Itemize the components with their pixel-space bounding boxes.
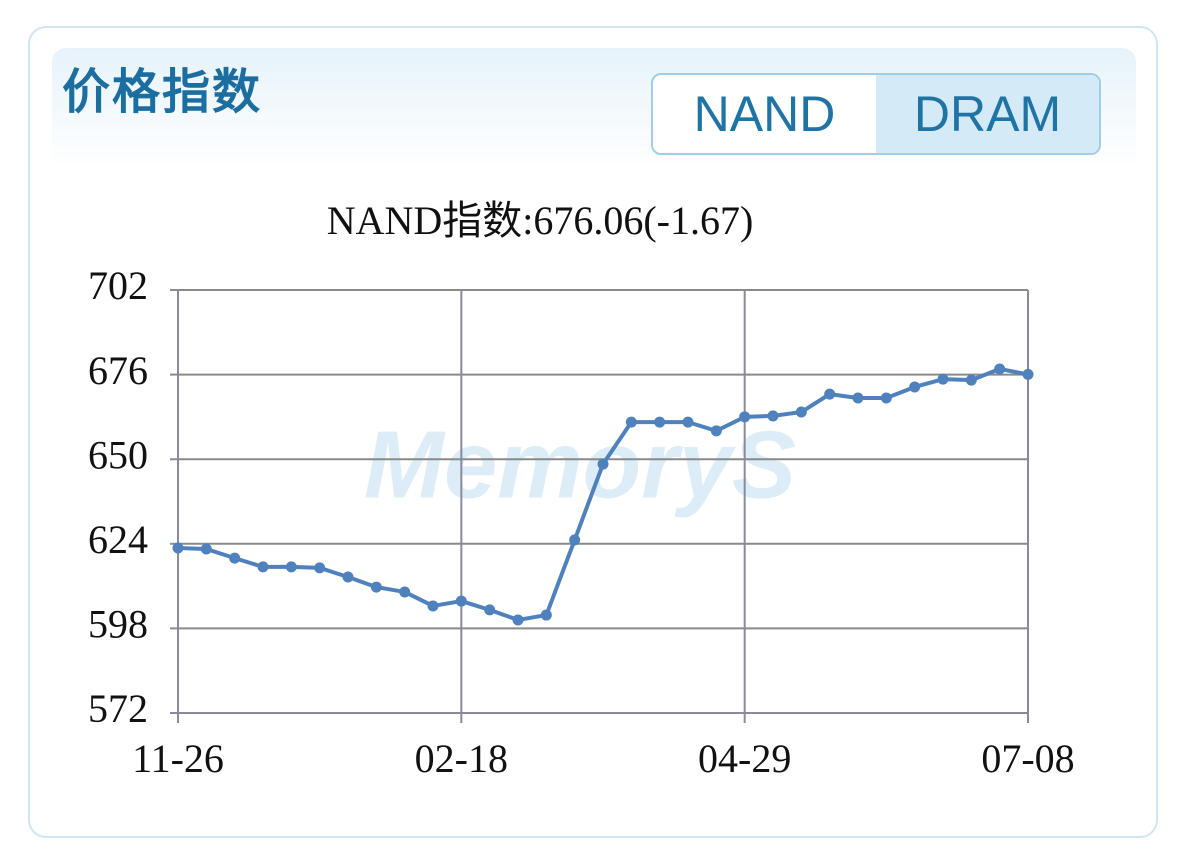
data-point <box>739 411 751 423</box>
data-point <box>625 416 637 428</box>
data-point <box>342 571 354 583</box>
panel <box>52 48 1136 818</box>
data-point <box>710 425 722 437</box>
data-point <box>455 595 467 607</box>
data-point <box>682 416 694 428</box>
data-point <box>484 604 496 616</box>
data-point <box>512 614 524 626</box>
tab[interactable]: NAND <box>693 86 836 142</box>
data-point <box>937 373 949 385</box>
header-title: 价格指数 <box>62 66 263 119</box>
x-tick-label: 02-18 <box>415 736 508 781</box>
data-point <box>767 410 779 422</box>
data-point <box>824 388 836 400</box>
tab-bar: NAND DRAM <box>651 73 1101 155</box>
data-point <box>399 586 411 598</box>
data-point <box>285 561 297 573</box>
chart-title: NAND指数:676.06(-1.67) <box>327 198 754 243</box>
data-point <box>597 458 609 470</box>
data-point <box>654 416 666 428</box>
y-tick-label: 572 <box>88 686 148 731</box>
data-point <box>852 392 864 404</box>
data-point <box>229 552 241 564</box>
y-tick-label: 676 <box>88 348 148 393</box>
data-point <box>370 581 382 593</box>
y-tick-label: 598 <box>88 602 148 647</box>
data-point <box>1022 368 1034 380</box>
watermark: MemoryS <box>364 411 796 518</box>
data-point <box>172 542 184 554</box>
data-point <box>994 363 1006 375</box>
y-tick-label: 624 <box>88 517 148 562</box>
card <box>28 26 1158 838</box>
data-point <box>427 600 439 612</box>
data-point <box>909 381 921 393</box>
data-point <box>257 561 269 573</box>
data-point <box>200 543 212 555</box>
data-point <box>314 562 326 574</box>
tab[interactable]: DRAM <box>876 75 1099 153</box>
data-point <box>569 534 581 546</box>
x-tick-label: 11-26 <box>132 736 224 781</box>
y-tick-label: 702 <box>88 263 148 308</box>
data-point <box>965 374 977 386</box>
x-tick-label: 07-08 <box>981 736 1074 781</box>
x-tick-label: 04-29 <box>698 736 791 781</box>
data-point <box>795 406 807 418</box>
data-point <box>540 609 552 621</box>
y-tick-label: 650 <box>88 432 148 477</box>
data-point <box>880 392 892 404</box>
